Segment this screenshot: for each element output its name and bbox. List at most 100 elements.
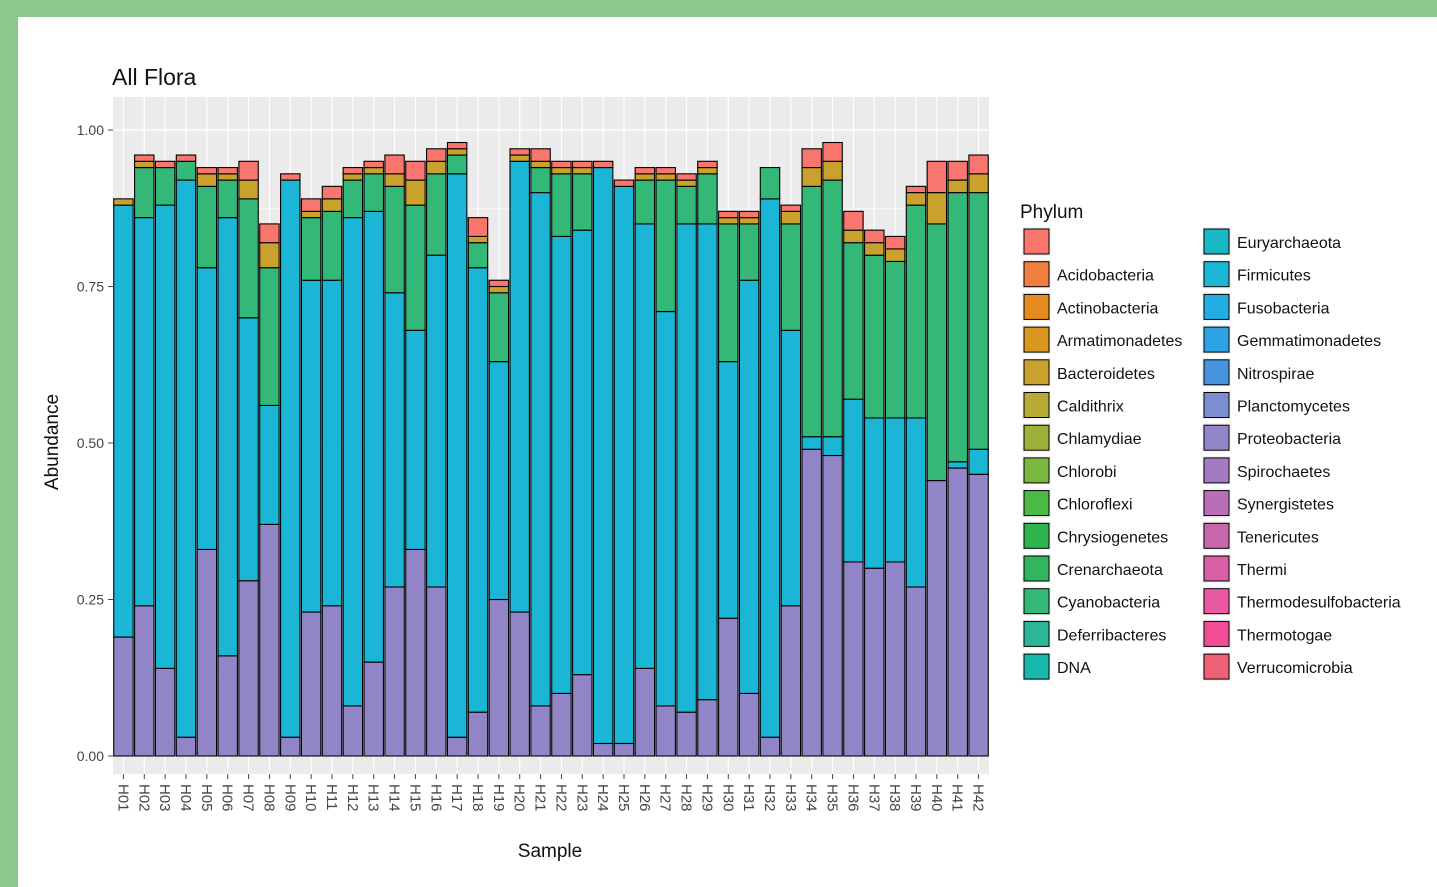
- legend-swatch: [1203, 359, 1230, 386]
- bar-segment: H26 Proteobacteria: 0.14: [634, 667, 656, 757]
- bar-segment: H34 : 0.03: [801, 148, 822, 169]
- legend-item: Nitrospirae: [1202, 357, 1314, 387]
- y-tick-label: 0.00: [77, 748, 104, 764]
- bar-H31: H31 Proteobacteria: 0.1H31 Firmicutes: 0…: [738, 210, 760, 757]
- bar-H10: H10 Proteobacteria: 0.23H10 Firmicutes: …: [300, 198, 322, 757]
- bar-segment: H38 Firmicutes: 0.23: [884, 417, 906, 563]
- bar-segment: H03 Firmicutes: 0.74: [154, 204, 176, 669]
- bar-segment: H37 Firmicutes: 0.24: [864, 417, 885, 569]
- legend-swatch: [1203, 261, 1230, 288]
- legend-swatch: [1203, 522, 1230, 549]
- bar-segment: H11 : 0.02: [321, 185, 343, 200]
- x-tick-label: H29: [698, 784, 715, 812]
- bar-segment: H35 Firmicutes: 0.03: [822, 436, 843, 457]
- legend-label: Nitrospirae: [1237, 366, 1314, 383]
- x-tick-label: H09: [281, 784, 298, 812]
- bar-segment: H37 : 0.02: [864, 229, 885, 244]
- bar-segment: H22 : 0.01: [551, 160, 572, 169]
- bar-segment: H30 Proteobacteria: 0.22: [718, 617, 739, 757]
- legend-item: Chlorobi: [1022, 455, 1117, 485]
- bar-segment: H26 Bacteroidetes: 0.01: [634, 173, 656, 181]
- bar-segment: H07 Firmicutes: 0.42: [238, 317, 259, 582]
- legend-title: Phylum: [1020, 202, 1083, 223]
- bar-segment: H41 Bacteroidetes: 0.02: [947, 179, 968, 194]
- bar-segment: H10 : 0.02: [300, 198, 322, 212]
- bar-H11: H11 Proteobacteria: 0.24H11 Firmicutes: …: [321, 185, 343, 757]
- bar-segment: H02 Cyanobacteria: 0.08: [134, 167, 155, 219]
- legend-swatch: [1203, 293, 1230, 320]
- bar-segment: H32 Proteobacteria: 0.03: [759, 736, 781, 757]
- bar-segment: H01 Bacteroidetes: 0.01: [113, 198, 134, 206]
- bar-segment: H37 Proteobacteria: 0.3: [864, 567, 885, 757]
- bar-segment: H28 Bacteroidetes: 0.01: [676, 179, 697, 187]
- bar-segment: H39 Cyanobacteria: 0.34: [905, 204, 927, 419]
- bar-segment: H21 Firmicutes: 0.82: [530, 192, 551, 707]
- x-tick-label: H25: [615, 784, 632, 812]
- bar-segment: H29 Bacteroidetes: 0.01: [697, 167, 718, 175]
- legend-swatch: [1203, 555, 1230, 582]
- x-tick-label: H07: [240, 784, 257, 812]
- legend-swatch: [1023, 293, 1050, 320]
- legend-item: Thermodesulfobacteria: [1202, 586, 1401, 616]
- bar-segment: H29 Cyanobacteria: 0.08: [697, 173, 718, 225]
- x-tick-label: H38: [886, 784, 903, 812]
- legend-label: Euryarchaeota: [1237, 235, 1341, 252]
- legend-swatch: [1203, 424, 1230, 451]
- bar-segment: H22 Proteobacteria: 0.1: [551, 692, 572, 757]
- bar-segment: H09 : 0.01: [280, 173, 301, 181]
- x-tick-label: H37: [865, 784, 882, 812]
- bar-segment: H08 Firmicutes: 0.19: [259, 404, 280, 525]
- x-tick-label: H28: [678, 784, 695, 812]
- bar-segment: H40 : 0.05: [926, 160, 948, 194]
- bar-segment: H16 Firmicutes: 0.53: [426, 254, 447, 588]
- bar-segment: H32 Cyanobacteria: 0.05: [759, 167, 781, 200]
- x-tick-label: H17: [448, 784, 465, 812]
- legend-swatch: [1023, 359, 1050, 386]
- legend-swatch: [1203, 392, 1230, 418]
- bar-segment: H28 Firmicutes: 0.78: [676, 223, 697, 713]
- legend-item: DNA: [1022, 652, 1091, 682]
- bar-H08: H08 Proteobacteria: 0.37H08 Firmicutes: …: [259, 223, 280, 757]
- legend-label: Thermi: [1237, 562, 1287, 579]
- bar-segment: H37 Cyanobacteria: 0.26: [864, 254, 885, 419]
- bar-segment: H17 Cyanobacteria: 0.03: [446, 154, 468, 175]
- bar-segment: H38 : 0.02: [884, 235, 906, 250]
- legend-label: Thermotogae: [1237, 627, 1332, 644]
- bar-segment: H35 Proteobacteria: 0.48: [822, 454, 843, 757]
- bar-segment: H22 Firmicutes: 0.73: [551, 235, 572, 694]
- bar-H14: H14 Proteobacteria: 0.27H14 Firmicutes: …: [384, 154, 405, 757]
- bar-segment: H33 : 0.01: [780, 204, 802, 212]
- bar-segment: H22 Cyanobacteria: 0.1: [551, 173, 572, 237]
- x-tick-label: H26: [636, 784, 653, 812]
- bar-segment: H27 : 0.01: [655, 167, 676, 175]
- bar-segment: H24 Proteobacteria: 0.02: [592, 742, 614, 757]
- bar-H01: H01 Proteobacteria: 0.19H01 Firmicutes: …: [113, 198, 134, 757]
- legend-item: Proteobacteria: [1202, 423, 1341, 453]
- legend-item: Armatimonadetes: [1022, 325, 1182, 355]
- bar-segment: H40 Proteobacteria: 0.44: [926, 480, 948, 757]
- legend-item: [1022, 227, 1051, 256]
- bar-segment: H21 : 0.02: [530, 148, 551, 162]
- bar-segment: H26 Cyanobacteria: 0.07: [634, 179, 656, 225]
- bar-H26: H26 Proteobacteria: 0.14H26 Firmicutes: …: [634, 167, 656, 757]
- bar-segment: H42 Proteobacteria: 0.45: [968, 473, 989, 757]
- x-tick-label: H12: [344, 784, 361, 812]
- x-tick-label: H34: [803, 784, 820, 812]
- bar-H36: H36 Proteobacteria: 0.31H36 Firmicutes: …: [843, 210, 864, 757]
- bar-segment: H36 Firmicutes: 0.26: [843, 398, 864, 563]
- x-tick-label: H31: [740, 784, 757, 812]
- bar-segment: H35 Cyanobacteria: 0.41: [822, 179, 843, 438]
- legend-label: Tenericutes: [1237, 529, 1319, 546]
- bar-segment: H01 Proteobacteria: 0.19: [113, 636, 134, 757]
- bar-segment: H17 Firmicutes: 0.9: [446, 173, 468, 738]
- bar-segment: H17 : 0.01: [446, 141, 468, 150]
- legend-swatch: [1023, 261, 1050, 288]
- bar-H12: H12 Proteobacteria: 0.08H12 Firmicutes: …: [342, 167, 364, 757]
- bar-segment: H10 Firmicutes: 0.53: [300, 279, 322, 613]
- bar-segment: H27 Cyanobacteria: 0.21: [655, 179, 676, 313]
- bar-segment: H02 Bacteroidetes: 0.01: [134, 160, 155, 169]
- bar-segment: H21 Proteobacteria: 0.08: [530, 705, 551, 757]
- bar-H21: H21 Proteobacteria: 0.08H21 Firmicutes: …: [530, 148, 551, 757]
- bar-segment: H23 Firmicutes: 0.71: [572, 229, 593, 676]
- bar-segment: H19 : 0.01: [488, 279, 510, 288]
